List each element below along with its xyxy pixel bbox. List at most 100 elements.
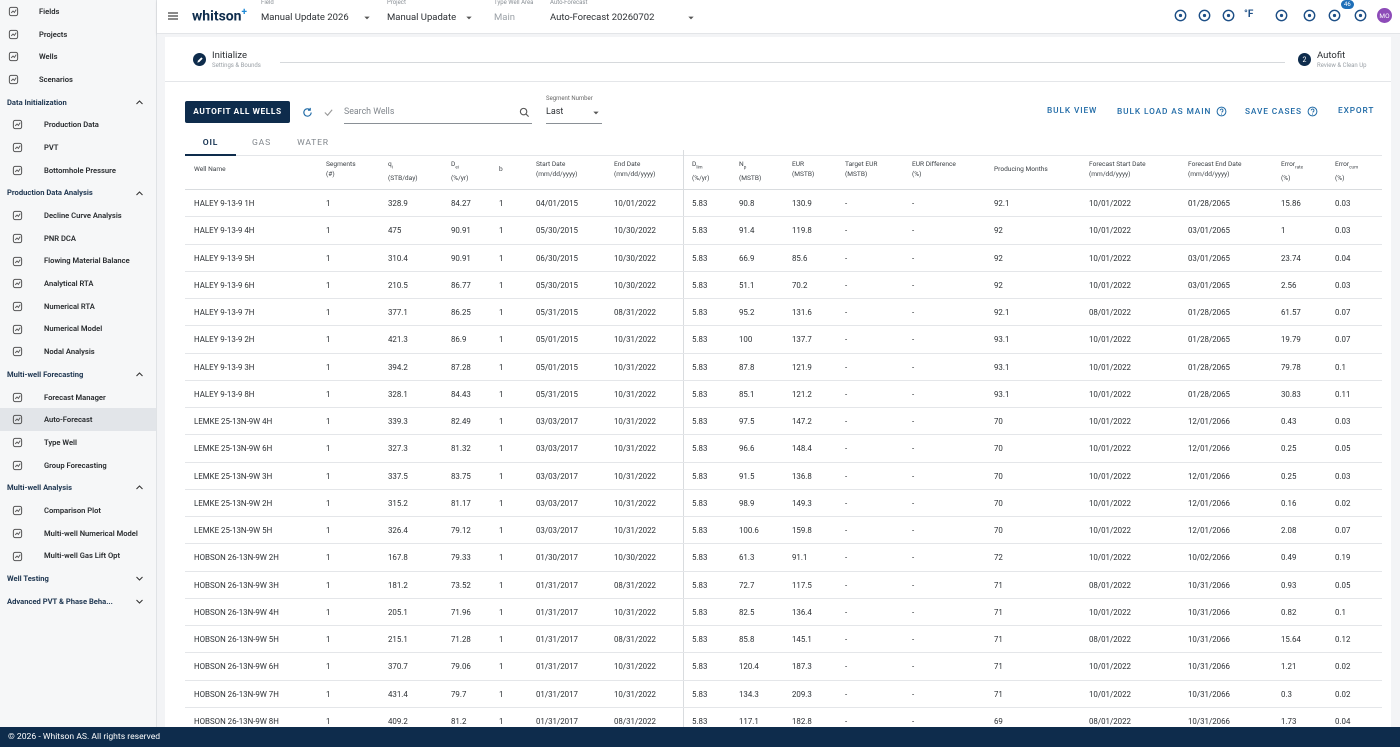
table-cell: 85.6 xyxy=(792,253,808,263)
selector[interactable]: Field Manual Update 2026 xyxy=(261,0,371,34)
toolbar-icon[interactable] xyxy=(1222,9,1235,22)
toolbar-icon[interactable] xyxy=(1198,9,1211,22)
nav-item[interactable]: Numerical RTA xyxy=(0,295,156,318)
tab[interactable]: WATER xyxy=(297,138,329,148)
section-header[interactable]: Multi-well Forecasting xyxy=(0,363,156,386)
header-label: Target EUR xyxy=(845,159,877,169)
nav-item[interactable]: Projects xyxy=(0,23,156,46)
table-row[interactable]: HALEY 9-13-9 2H 1 421.3 86.9 1 05/01/2015 10/3… xyxy=(185,326,1382,354)
table-cell: 81.17 xyxy=(451,498,471,508)
table-row[interactable]: HOBSON 26-13N-9W 7H 1 431.4 79.7 1 01/31/2017… xyxy=(185,681,1382,708)
table-row[interactable]: HALEY 9-13-9 4H 1 475 90.91 1 05/30/2015 10/30… xyxy=(185,217,1382,245)
table-cell: 95.2 xyxy=(739,308,755,317)
column-header: b xyxy=(499,164,503,174)
table-row[interactable]: HALEY 9-13-9 8H 1 328.1 84.43 1 05/31/2015 10/… xyxy=(185,381,1382,408)
section-header[interactable]: Data Initialization xyxy=(0,91,156,114)
action-button[interactable]: BULK VIEW xyxy=(1047,106,1097,116)
table-row[interactable]: HOBSON 26-13N-9W 6H 1 370.7 79.06 1 01/31/201… xyxy=(185,653,1382,681)
table-row[interactable]: HOBSON 26-13N-9W 5H 1 215.1 71.28 1 01/31/201… xyxy=(185,626,1382,654)
segment-select[interactable]: Segment Number Last xyxy=(546,95,602,124)
toolbar-icon[interactable] xyxy=(1174,9,1187,22)
autofit-button[interactable]: AUTOFIT ALL WELLS xyxy=(185,101,290,123)
table-row[interactable]: LEMKE 25-13N-9W 2H 1 315.2 81.17 1 03/03/2017… xyxy=(185,490,1382,517)
table-cell: 5.83 xyxy=(692,417,708,426)
table-row[interactable]: HOBSON 26-13N-9W 3H 1 181.2 73.52 1 01/31/201… xyxy=(185,572,1382,599)
nav-item[interactable]: Multi-well Numerical Model xyxy=(0,522,156,545)
tab[interactable]: OIL xyxy=(185,135,236,156)
refresh-button[interactable] xyxy=(302,107,313,118)
table-row[interactable]: HALEY 9-13-9 3H 1 394.2 87.28 1 05/01/2015 10/… xyxy=(185,354,1382,381)
nav-item[interactable]: Numerical Model xyxy=(0,318,156,341)
nav-item[interactable]: Fields xyxy=(0,0,156,23)
table-row[interactable]: HOBSON 26-13N-9W 8H 1 409.2 81.2 1 01/31/2017… xyxy=(185,708,1382,727)
toolbar-icon[interactable] xyxy=(1275,9,1288,22)
table-cell: 10/31/2066 xyxy=(1188,607,1230,617)
header-label: Dei xyxy=(451,159,468,173)
unit-toggle[interactable]: °F xyxy=(1244,9,1254,20)
toolbar-icon[interactable] xyxy=(1354,9,1367,22)
selector[interactable]: Project Manual Upadate xyxy=(387,0,473,34)
table-row[interactable]: HALEY 9-13-9 1H 1 328.9 84.27 1 04/01/2015 10/… xyxy=(185,190,1382,218)
toolbar-icon[interactable] xyxy=(1303,9,1316,22)
nav-item[interactable]: Flowing Material Balance xyxy=(0,250,156,273)
nav-item[interactable]: Group Forecasting xyxy=(0,454,156,477)
table-cell: 06/30/2015 xyxy=(536,253,578,263)
table-cell: - xyxy=(845,689,848,699)
logo-mark: + xyxy=(241,7,247,18)
nav-item[interactable]: Auto-Forecast xyxy=(0,408,156,432)
section-header[interactable]: Advanced PVT & Phase Beha... xyxy=(0,590,156,613)
table-row[interactable]: HALEY 9-13-9 5H 1 310.4 90.91 1 06/30/2015 10/… xyxy=(185,245,1382,272)
nav-item[interactable]: Analytical RTA xyxy=(0,272,156,295)
table-cell: HALEY 9-13-9 3H xyxy=(194,362,255,372)
header-text: Start Date xyxy=(536,160,566,168)
nav-item[interactable]: Production Data xyxy=(0,113,156,136)
table-cell: - xyxy=(912,308,915,317)
table-cell: 1 xyxy=(499,199,504,208)
table-row[interactable]: LEMKE 25-13N-9W 4H 1 339.3 82.49 1 03/03/2017… xyxy=(185,408,1382,436)
table-cell: 12/01/2066 xyxy=(1188,471,1230,481)
help-icon xyxy=(1307,106,1318,117)
table-row[interactable]: LEMKE 25-13N-9W 5H 1 326.4 79.12 1 03/03/2017… xyxy=(185,517,1382,545)
nav-item[interactable]: Scenarios xyxy=(0,68,156,91)
section-header[interactable]: Production Data Analysis xyxy=(0,182,156,205)
selector[interactable]: Type Well Area Main xyxy=(494,0,544,34)
avatar[interactable]: MO xyxy=(1377,8,1392,23)
tab[interactable]: GAS xyxy=(252,138,271,148)
section-header[interactable]: Well Testing xyxy=(0,567,156,590)
nav-item[interactable]: PNR DCA xyxy=(0,227,156,250)
toolbar-icon[interactable] xyxy=(1328,9,1341,22)
table-cell: 5.83 xyxy=(692,662,708,672)
nav-item[interactable]: Multi-well Gas Lift Opt xyxy=(0,545,156,568)
table-row[interactable]: HOBSON 26-13N-9W 4H 1 205.1 71.96 1 01/31/201… xyxy=(185,599,1382,626)
table-row[interactable]: HOBSON 26-13N-9W 2H 1 167.8 79.33 1 01/30/201… xyxy=(185,544,1382,572)
selector[interactable]: Auto-Forecast Auto-Forecast 20260702 xyxy=(550,0,695,34)
table-cell: 136.4 xyxy=(792,607,812,617)
nav-item[interactable]: Decline Curve Analysis xyxy=(0,204,156,227)
action-button[interactable]: EXPORT xyxy=(1338,106,1374,116)
table-row[interactable]: HALEY 9-13-9 7H 1 377.1 86.25 1 05/31/2015 08/… xyxy=(185,299,1382,327)
nav-item[interactable]: Nodal Analysis xyxy=(0,340,156,363)
nav-item[interactable]: Bottomhole Pressure xyxy=(0,159,156,182)
action-label: BULK VIEW xyxy=(1047,106,1098,116)
table-cell: 0.07 xyxy=(1335,526,1351,535)
table-cell: 15.86 xyxy=(1281,199,1301,208)
nav-item[interactable]: Forecast Manager xyxy=(0,386,156,409)
table-row[interactable]: LEMKE 25-13N-9W 3H 1 337.5 83.75 1 03/03/2017… xyxy=(185,463,1382,490)
table-row[interactable]: HALEY 9-13-9 6H 1 210.5 86.77 1 05/30/2015 10/… xyxy=(185,272,1382,299)
table-cell: 69 xyxy=(994,716,1003,726)
nav-item[interactable]: Wells xyxy=(0,45,156,68)
search-input[interactable]: Search Wells xyxy=(344,104,532,124)
nav-item[interactable]: Comparison Plot xyxy=(0,499,156,522)
table-cell: LEMKE 25-13N-9W 3H xyxy=(194,471,273,481)
nav-icon xyxy=(12,165,23,175)
table-cell: 0.11 xyxy=(1335,389,1351,399)
action-button[interactable]: SAVE CASES xyxy=(1245,106,1318,117)
action-button[interactable]: BULK LOAD AS MAIN xyxy=(1117,106,1227,117)
table-row[interactable]: LEMKE 25-13N-9W 6H 1 327.3 81.32 1 03/03/2017… xyxy=(185,435,1382,463)
menu-button[interactable] xyxy=(167,10,179,22)
section-header[interactable]: Multi-well Analysis xyxy=(0,476,156,499)
nav-item[interactable]: Type Well xyxy=(0,431,156,454)
table-cell: 0.02 xyxy=(1335,498,1351,508)
check-button[interactable] xyxy=(323,107,334,118)
nav-item[interactable]: PVT xyxy=(0,136,156,159)
